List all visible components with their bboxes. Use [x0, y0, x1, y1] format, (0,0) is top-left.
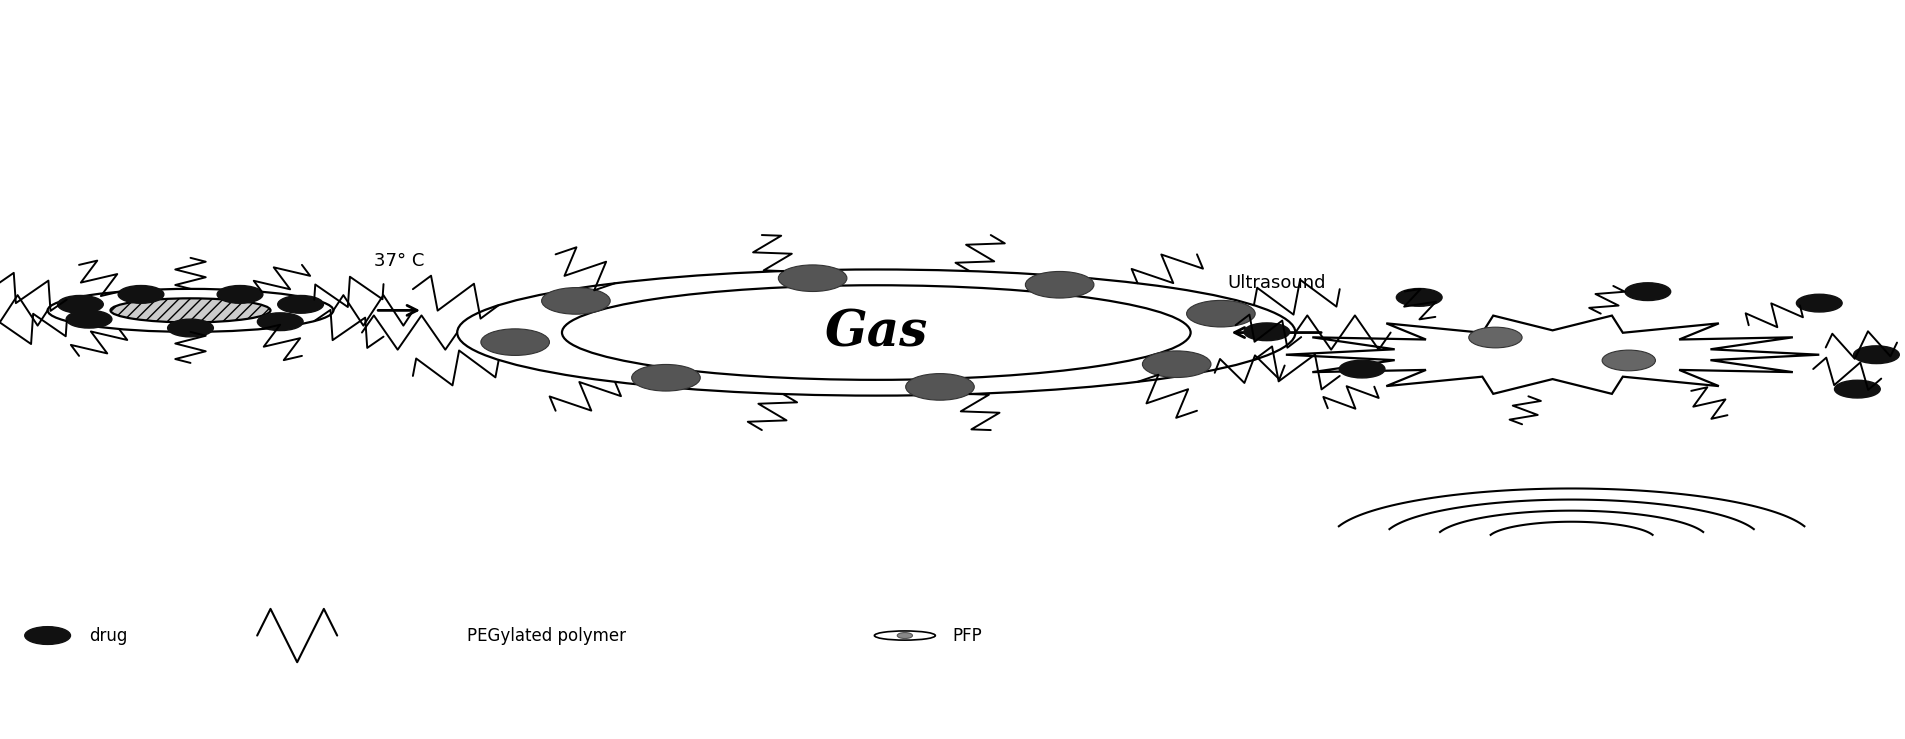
- Circle shape: [67, 310, 112, 328]
- Text: Gas: Gas: [825, 308, 928, 357]
- Circle shape: [1796, 294, 1842, 312]
- Text: PFP: PFP: [952, 627, 983, 644]
- Text: PEGylated polymer: PEGylated polymer: [467, 627, 625, 644]
- Circle shape: [118, 285, 164, 303]
- Circle shape: [541, 287, 610, 314]
- Circle shape: [278, 296, 324, 313]
- Text: Ultrasound: Ultrasound: [1227, 274, 1326, 292]
- Ellipse shape: [48, 289, 333, 332]
- Circle shape: [57, 296, 103, 313]
- Circle shape: [25, 627, 70, 644]
- Ellipse shape: [874, 631, 935, 640]
- Circle shape: [217, 285, 263, 303]
- Circle shape: [1143, 351, 1212, 378]
- Ellipse shape: [562, 285, 1191, 380]
- Circle shape: [1025, 271, 1093, 298]
- Circle shape: [905, 374, 973, 401]
- Circle shape: [1396, 288, 1442, 306]
- Circle shape: [480, 329, 549, 355]
- Circle shape: [632, 364, 701, 391]
- Circle shape: [1469, 327, 1522, 348]
- Circle shape: [1244, 323, 1290, 341]
- Circle shape: [168, 319, 213, 337]
- Polygon shape: [1286, 316, 1819, 394]
- Circle shape: [1835, 381, 1880, 398]
- Circle shape: [257, 313, 303, 330]
- Circle shape: [897, 633, 912, 638]
- Ellipse shape: [457, 270, 1295, 395]
- Circle shape: [1187, 300, 1255, 327]
- Circle shape: [1854, 346, 1899, 364]
- Text: drug: drug: [90, 627, 128, 644]
- Ellipse shape: [110, 299, 271, 322]
- Circle shape: [779, 265, 848, 291]
- Circle shape: [1339, 360, 1385, 378]
- Circle shape: [1625, 283, 1671, 301]
- Text: 37° C: 37° C: [373, 252, 425, 270]
- Circle shape: [1602, 350, 1655, 371]
